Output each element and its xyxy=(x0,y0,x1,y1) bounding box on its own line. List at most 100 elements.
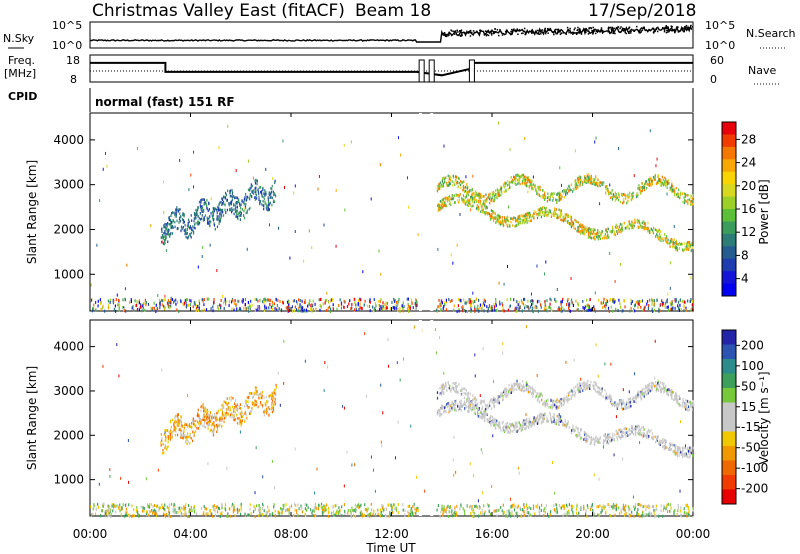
echo-mark xyxy=(206,206,208,210)
echo-mark xyxy=(276,308,278,312)
echo-mark xyxy=(467,193,469,197)
echo-mark xyxy=(286,508,289,512)
echo-mark xyxy=(176,210,178,213)
echo-mark xyxy=(288,511,290,515)
colorbar-tick-label: 16 xyxy=(741,202,756,216)
echo-mark xyxy=(552,195,554,198)
echo-mark xyxy=(250,512,252,516)
echo-mark xyxy=(241,299,243,303)
echo-mark xyxy=(416,300,418,304)
echo-mark xyxy=(560,506,562,510)
echo-mark xyxy=(454,183,456,186)
echo-mark xyxy=(100,514,102,518)
echo-mark xyxy=(296,302,299,306)
echo-mark xyxy=(623,193,625,196)
echo-mark xyxy=(589,230,591,234)
echo-mark xyxy=(217,218,219,222)
echo-mark xyxy=(216,208,218,212)
colorbar-cell xyxy=(722,159,736,173)
echo-mark xyxy=(499,214,501,218)
echo-mark xyxy=(571,301,573,305)
echo-mark xyxy=(182,225,184,229)
echo-mark xyxy=(227,514,229,518)
noise-search-dot xyxy=(577,26,579,29)
echo-mark xyxy=(234,399,237,402)
echo-mark xyxy=(409,305,412,309)
echo-mark xyxy=(184,510,186,514)
echo-mark xyxy=(364,299,366,303)
echo-mark xyxy=(601,508,603,512)
echo-mark xyxy=(392,510,394,514)
echo-mark xyxy=(460,503,462,507)
echo-mark xyxy=(498,508,501,512)
echo-mark xyxy=(167,435,169,438)
echo-mark xyxy=(660,179,663,182)
echo-mark xyxy=(522,302,524,306)
echo-mark xyxy=(468,201,470,204)
echo-mark xyxy=(449,201,451,205)
echo-mark xyxy=(167,240,169,244)
echo-mark xyxy=(641,189,643,193)
echo-mark xyxy=(124,503,127,507)
echo-mark xyxy=(644,221,646,225)
echo-mark xyxy=(680,307,682,311)
colorbar-tick-label: 28 xyxy=(741,132,756,146)
echo-mark xyxy=(136,505,138,509)
echo-mark xyxy=(474,193,476,196)
echo-mark xyxy=(205,507,208,511)
echo-mark xyxy=(542,210,544,214)
noise-search-dot xyxy=(561,32,563,34)
echo-mark xyxy=(227,512,230,516)
echo-mark xyxy=(487,307,489,311)
echo-mark xyxy=(190,509,192,513)
echo-mark xyxy=(168,511,170,515)
echo-mark xyxy=(650,182,652,186)
echo-mark xyxy=(437,209,439,213)
echo-mark xyxy=(233,212,235,216)
echo-mark xyxy=(244,410,247,414)
echo-mark xyxy=(624,508,626,512)
echo-mark xyxy=(175,511,177,515)
echo-mark xyxy=(266,411,268,415)
echo-mark xyxy=(651,309,654,313)
echo-mark xyxy=(671,301,673,305)
echo-mark xyxy=(464,185,467,189)
echo-mark xyxy=(279,308,281,312)
echo-mark xyxy=(599,237,602,241)
noise-search-dot xyxy=(461,33,463,36)
echo-mark xyxy=(505,218,507,221)
echo-mark xyxy=(517,178,520,181)
echo-mark xyxy=(166,222,169,225)
echo-mark xyxy=(288,509,290,513)
echo-mark xyxy=(344,300,346,304)
echo-mark xyxy=(305,308,307,312)
echo-mark xyxy=(625,407,627,410)
echo-mark xyxy=(263,207,265,211)
echo-mark xyxy=(567,395,569,399)
echo-mark xyxy=(247,309,250,313)
echo-mark xyxy=(372,309,375,313)
echo-mark xyxy=(105,151,107,155)
echo-mark xyxy=(162,237,165,240)
echo-mark xyxy=(217,207,219,211)
echo-mark xyxy=(239,403,242,406)
echo-mark xyxy=(537,213,540,217)
echo-mark xyxy=(323,508,325,512)
echo-mark xyxy=(684,454,686,458)
echo-mark xyxy=(585,512,587,516)
echo-mark xyxy=(644,305,646,309)
echo-mark xyxy=(251,184,253,188)
echo-mark xyxy=(216,217,218,221)
echo-mark xyxy=(312,308,314,312)
echo-mark xyxy=(468,301,470,305)
echo-mark xyxy=(523,177,525,181)
echo-mark xyxy=(655,514,657,518)
echo-mark xyxy=(441,184,443,188)
echo-mark xyxy=(198,416,200,420)
echo-mark xyxy=(290,504,293,508)
echo-mark xyxy=(205,202,207,206)
echo-mark xyxy=(620,510,622,514)
echo-mark xyxy=(208,223,211,226)
echo-mark xyxy=(584,227,586,231)
echo-mark xyxy=(548,405,550,409)
